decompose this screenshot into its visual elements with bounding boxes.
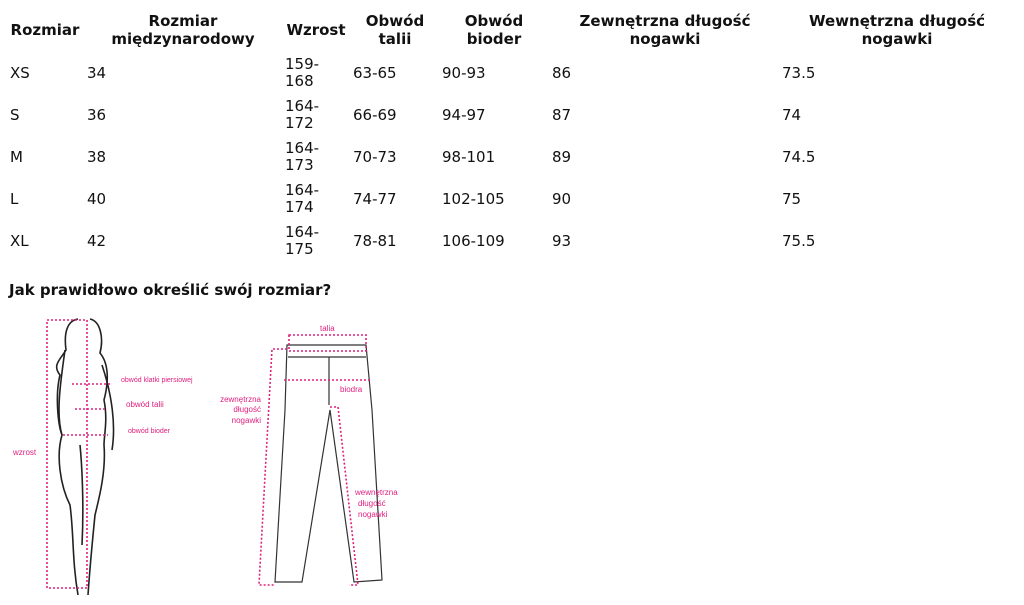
- table-cell: 98-101: [442, 148, 496, 166]
- label-pants-hips: biodra: [340, 385, 363, 394]
- table-cell: 159- 168: [285, 55, 320, 90]
- table-cell: 75: [782, 190, 802, 208]
- table-cell: 106-109: [442, 232, 505, 250]
- label-waist: obwód talii: [126, 400, 164, 409]
- column-header: Obwód bioder: [464, 12, 524, 48]
- svg-text:długość: długość: [358, 499, 386, 508]
- table-cell: 164- 172: [285, 97, 320, 132]
- column-header: Wzrost: [286, 21, 346, 39]
- table-cell: 75.5: [782, 232, 816, 250]
- svg-text:wewnętrzna: wewnętrzna: [354, 488, 398, 497]
- table-cell: L: [10, 190, 19, 208]
- table-cell: 89: [552, 148, 572, 166]
- table-cell: 36: [87, 106, 107, 124]
- table-cell: 87: [552, 106, 572, 124]
- pants-measure-lines: [258, 334, 370, 586]
- table-cell: 78-81: [353, 232, 397, 250]
- label-height: wzrost: [12, 448, 37, 457]
- svg-text:zewnętrzna: zewnętrzna: [220, 395, 261, 404]
- table-cell: 63-65: [353, 64, 397, 82]
- table-cell: XS: [10, 64, 30, 82]
- svg-text:długość: długość: [233, 405, 261, 414]
- table-cell: 164- 175: [285, 223, 320, 258]
- table-cell: 94-97: [442, 106, 486, 124]
- table-cell: 42: [87, 232, 107, 250]
- table-cell: 73.5: [782, 64, 816, 82]
- table-cell: 66-69: [353, 106, 397, 124]
- label-pants-waist: talia: [320, 324, 335, 333]
- table-cell: 86: [552, 64, 572, 82]
- table-cell: XL: [10, 232, 29, 250]
- table-cell: 74.5: [782, 148, 816, 166]
- column-header: Rozmiar międzynarodowy: [111, 12, 255, 48]
- label-hips: obwód bioder: [128, 428, 171, 435]
- measurement-diagram: obwód klatki piersiowej obwód talii obwó…: [12, 318, 398, 596]
- table-cell: 164- 173: [285, 139, 320, 174]
- pants-outline: [274, 344, 383, 583]
- column-header: Zewnętrzna długość nogawki: [579, 12, 751, 48]
- table-cell: 74-77: [353, 190, 397, 208]
- column-header: Obwód talii: [365, 12, 425, 48]
- svg-text:nogawki: nogawki: [358, 510, 388, 519]
- size-guide-title: Jak prawidłowo określić swój rozmiar?: [9, 281, 332, 299]
- table-cell: 34: [87, 64, 107, 82]
- woman-measure-lines: [46, 319, 112, 589]
- table-cell: 38: [87, 148, 107, 166]
- table-cell: 70-73: [353, 148, 397, 166]
- table-cell: 93: [552, 232, 572, 250]
- label-outer-length: zewnętrzna długość nogawki: [220, 395, 261, 425]
- table-cell: 90: [552, 190, 572, 208]
- table-cell: 40: [87, 190, 107, 208]
- column-header: Rozmiar: [10, 21, 80, 39]
- label-inner-length: wewnętrzna długość nogawki: [354, 488, 398, 519]
- woman-figure-outline: [55, 318, 115, 596]
- table-cell: M: [10, 148, 23, 166]
- label-chest: obwód klatki piersiowej: [121, 377, 193, 384]
- column-header: Wewnętrzna długość nogawki: [808, 12, 986, 48]
- table-cell: 164- 174: [285, 181, 320, 216]
- svg-text:nogawki: nogawki: [232, 416, 262, 425]
- table-cell: 102-105: [442, 190, 505, 208]
- table-cell: 74: [782, 106, 802, 124]
- table-cell: 90-93: [442, 64, 486, 82]
- table-cell: S: [10, 106, 20, 124]
